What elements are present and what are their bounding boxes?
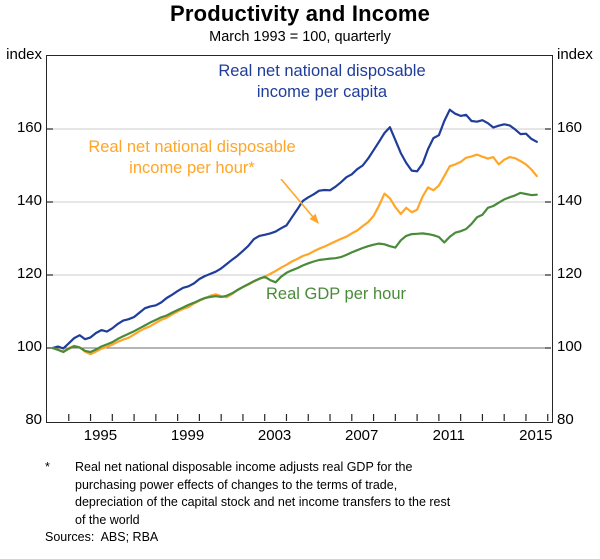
annotation-arrow: [280, 178, 314, 218]
series-label-gdp-per-hour: Real GDP per hour: [265, 285, 407, 303]
line-chart-canvas: [47, 108, 551, 421]
annotation-arrowhead: [309, 213, 319, 224]
series-line: [51, 191, 538, 354]
x-tick-label: 1995: [83, 427, 118, 444]
plot-area: [46, 55, 553, 423]
series-line: [51, 153, 538, 356]
chart-subtitle: March 1993 = 100, quarterly: [209, 29, 391, 45]
y-axis-unit-right: index: [557, 46, 593, 63]
x-tick-label: 1999: [170, 427, 205, 444]
y-tick-label-left: 120: [16, 265, 42, 282]
x-tick-label: 2003: [257, 427, 292, 444]
chart-title: Productivity and Income: [169, 1, 431, 26]
y-tick-label-left: 160: [16, 119, 42, 136]
y-axis-unit-left: index: [6, 46, 42, 63]
x-tick-label: 2007: [344, 427, 379, 444]
sources-line: Sources: ABS; RBA: [45, 530, 159, 544]
series-label-income-per-hour: Real net national disposable income per …: [52, 137, 332, 179]
series-label-income-per-capita: Real net national disposable income per …: [182, 61, 462, 103]
x-tick-label: 2015: [519, 427, 553, 444]
footnote-marker: *: [45, 460, 50, 474]
y-tick-label-left: 80: [25, 411, 42, 428]
footnote-text: Real net national disposable income adju…: [75, 460, 451, 527]
x-tick-label: 2011: [432, 427, 465, 444]
series-line: [51, 108, 538, 350]
y-tick-label-right: 80: [557, 411, 574, 428]
y-tick-label-left: 100: [16, 338, 42, 355]
y-tick-label-right: 140: [557, 192, 583, 209]
y-tick-label-left: 140: [16, 192, 42, 209]
y-tick-label-right: 160: [557, 119, 583, 136]
y-tick-label-right: 100: [557, 338, 583, 355]
y-tick-label-right: 120: [557, 265, 583, 282]
